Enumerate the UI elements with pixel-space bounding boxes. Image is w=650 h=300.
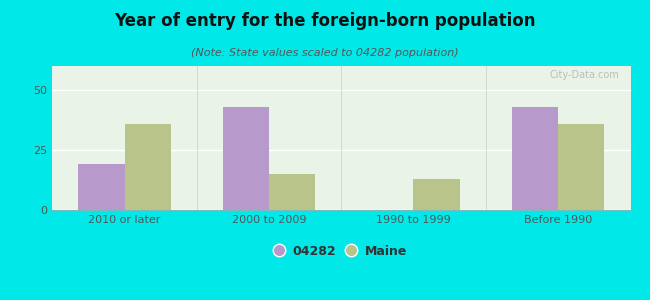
Text: Year of entry for the foreign-born population: Year of entry for the foreign-born popul… <box>114 12 536 30</box>
Text: City-Data.com: City-Data.com <box>549 70 619 80</box>
Text: (Note: State values scaled to 04282 population): (Note: State values scaled to 04282 popu… <box>191 48 459 58</box>
Bar <box>558 124 605 210</box>
Bar <box>125 124 171 210</box>
Legend: 04282, Maine: 04282, Maine <box>270 239 413 264</box>
Bar <box>512 107 558 210</box>
Bar <box>413 179 460 210</box>
Bar <box>269 174 315 210</box>
Bar <box>223 107 269 210</box>
Bar <box>78 164 125 210</box>
